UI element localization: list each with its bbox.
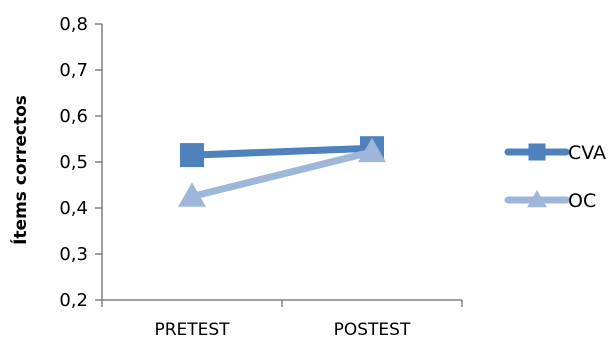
x-tick-label: PRETEST	[154, 320, 230, 340]
y-tick-label: 0,7	[59, 60, 88, 81]
x-tick-label: POSTEST	[334, 320, 411, 340]
y-tick-label: 0,3	[59, 244, 88, 265]
plot-area: 0,2 0,3 0,4 0,5 0,6 0,7 0,8 PRETEST POSTEST	[59, 14, 463, 340]
legend-marker-cva	[528, 143, 546, 161]
y-axis-label-group: Ítems correctos	[9, 95, 31, 245]
series-line-oc	[188, 148, 376, 200]
y-tick-label: 0,5	[59, 152, 88, 173]
y-tick-label: 0,8	[59, 14, 88, 35]
legend: CVA OC	[504, 142, 606, 212]
y-axis-label: Ítems correctos	[9, 95, 31, 245]
legend-label-oc: OC	[568, 190, 596, 212]
y-tick-label: 0,2	[59, 290, 88, 311]
data-point-oc	[178, 182, 206, 207]
legend-label-cva: CVA	[568, 142, 606, 164]
series-line-cva	[188, 144, 376, 159]
data-point-cva	[180, 143, 204, 168]
data-point-oc	[358, 137, 386, 163]
y-tick-label: 0,6	[59, 106, 88, 127]
legend-marker-oc	[527, 189, 547, 208]
y-tick-label: 0,4	[59, 198, 88, 219]
